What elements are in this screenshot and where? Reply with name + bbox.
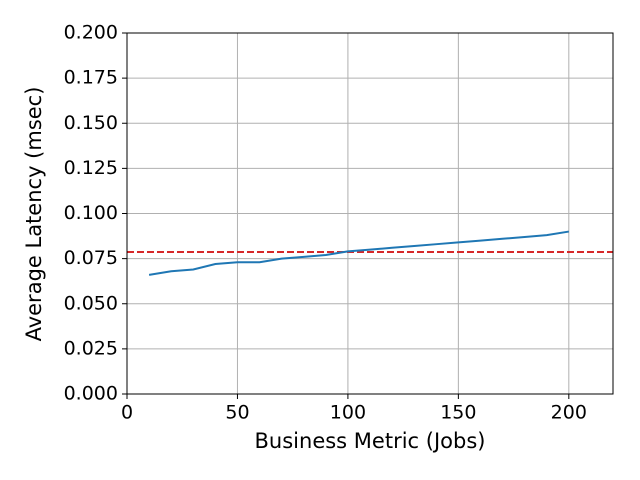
plot-frame — [126, 32, 614, 395]
y-tick-label: 0.125 — [64, 157, 118, 179]
y-tick-label: 0.175 — [64, 67, 118, 89]
y-tick-label: 0.000 — [64, 383, 118, 405]
y-tick-label: 0.075 — [64, 247, 118, 269]
x-tick-label: 0 — [121, 402, 133, 424]
x-axis-label: Business Metric (Jobs) — [255, 429, 486, 453]
y-tick-label: 0.050 — [64, 292, 118, 314]
y-tick-label: 0.100 — [64, 202, 118, 224]
y-tick-label: 0.200 — [64, 22, 118, 44]
x-tick-label: 50 — [225, 402, 249, 424]
x-tick-label: 150 — [440, 402, 476, 424]
x-tick-label: 100 — [330, 402, 366, 424]
y-axis-label: Average Latency (msec) — [22, 87, 46, 342]
x-tick-label: 200 — [551, 402, 587, 424]
y-tick-label: 0.150 — [64, 112, 118, 134]
y-tick-label: 0.025 — [64, 337, 118, 359]
data-line — [148, 230, 569, 276]
